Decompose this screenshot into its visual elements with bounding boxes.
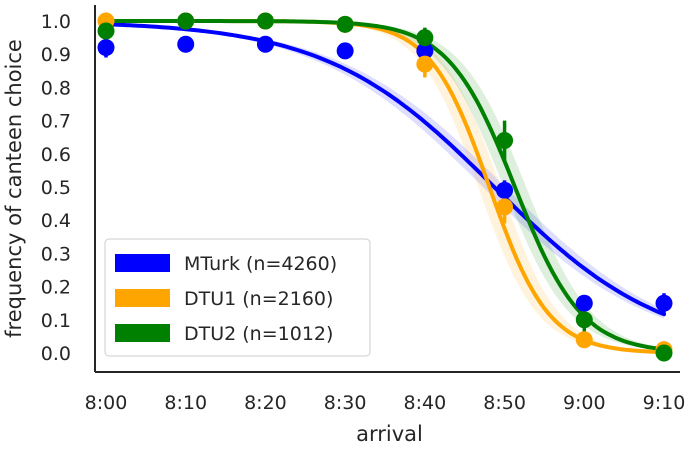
fit-line-series-0 <box>104 22 666 317</box>
legend-label: MTurk (n=4260) <box>184 253 337 275</box>
y-tick-label: 0.7 <box>41 111 71 133</box>
legend-frame <box>104 238 371 357</box>
x-tick-label: 9:10 <box>643 392 686 414</box>
x-tick-label: 8:20 <box>244 392 287 414</box>
fit-band-series-1 <box>106 21 664 353</box>
x-tick-label: 8:10 <box>164 392 207 414</box>
data-point <box>177 12 195 30</box>
data-point <box>177 35 195 53</box>
x-tick-label: 8:30 <box>324 392 367 414</box>
fit-lines <box>104 19 666 355</box>
data-point <box>655 294 673 312</box>
data-point <box>575 294 593 312</box>
x-axis-label: arrival <box>356 422 423 446</box>
fit-band-series-0 <box>106 23 664 319</box>
y-tick-label: 0.9 <box>41 44 71 66</box>
data-points <box>97 12 673 362</box>
data-point <box>496 198 514 216</box>
fit-bands <box>106 21 664 353</box>
x-tick-labels: 8:00 8:10 8:20 8:30 8:40 8:50 9:00 9:10 <box>85 392 686 414</box>
y-tick-label: 0.0 <box>41 343 71 365</box>
y-tick-label: 0.1 <box>41 310 71 332</box>
legend-label: DTU1 (n=2160) <box>184 288 333 310</box>
x-tick-label: 8:50 <box>483 392 526 414</box>
data-point <box>416 55 434 73</box>
data-point <box>97 39 115 57</box>
data-point <box>416 42 434 60</box>
y-tick-label: 0.6 <box>41 144 71 166</box>
legend-swatch <box>115 254 170 272</box>
y-tick-label: 0.2 <box>41 277 71 299</box>
data-point <box>496 132 514 150</box>
fit-line-series-2 <box>104 19 666 352</box>
data-point <box>256 12 274 30</box>
y-tick-label: 0.3 <box>41 243 71 265</box>
legend: MTurk (n=4260) DTU1 (n=2160) DTU2 (n=1012) <box>104 238 371 357</box>
legend-swatch <box>115 324 170 342</box>
y-tick-label: 0.4 <box>41 210 71 232</box>
data-point <box>97 22 115 40</box>
data-point <box>336 15 354 33</box>
x-tick-label: 8:00 <box>85 392 128 414</box>
axes <box>94 5 680 373</box>
x-tick-label: 9:00 <box>563 392 606 414</box>
y-tick-labels: 0.0 0.1 0.2 0.3 0.4 0.5 0.6 0.7 0.8 0.9 1.0 <box>41 11 71 365</box>
y-axis-label: frequency of canteen choice <box>2 39 26 338</box>
data-point <box>496 181 514 199</box>
data-point <box>575 331 593 349</box>
y-tick-label: 0.5 <box>41 177 71 199</box>
y-tick-label: 1.0 <box>41 11 71 33</box>
data-point <box>256 35 274 53</box>
data-point <box>336 42 354 60</box>
y-tick-label: 0.8 <box>41 77 71 99</box>
legend-swatch <box>115 289 170 307</box>
x-tick-label: 8:40 <box>404 392 447 414</box>
data-point <box>655 344 673 362</box>
data-point <box>575 311 593 329</box>
data-point <box>416 29 434 47</box>
legend-label: DTU2 (n=1012) <box>184 323 333 345</box>
